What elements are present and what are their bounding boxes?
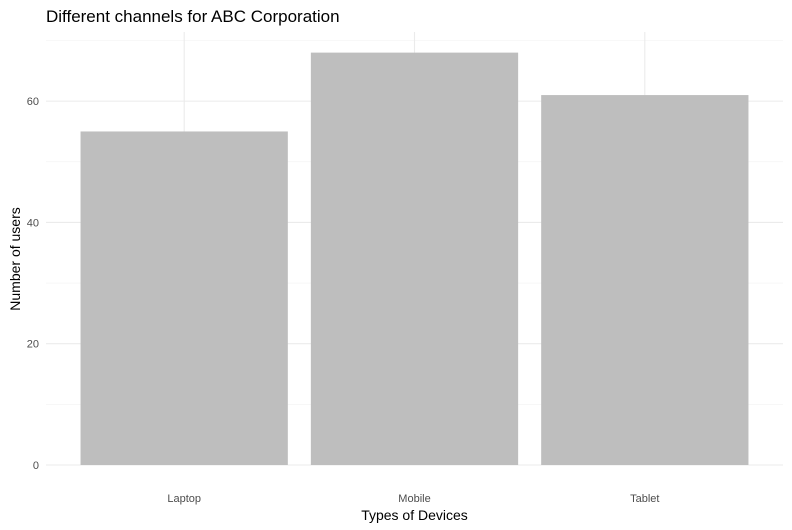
y-tick-label: 40 [27,217,39,229]
bars [80,52,749,465]
y-axis-title: Number of users [7,207,23,310]
x-tick-label: Laptop [167,493,201,505]
y-axis-tick-labels: 0 20 40 60 [27,96,39,472]
chart-title: Different channels for ABC Corporation [46,7,340,26]
x-axis-title: Types of Devices [361,507,468,523]
x-axis-tick-labels: Laptop Mobile Tablet [167,493,659,505]
x-tick-label: Mobile [398,493,430,505]
x-tick-label: Tablet [630,493,659,505]
y-tick-label: 60 [27,96,39,108]
y-tick-label: 0 [33,460,39,472]
bar-tablet [541,95,749,465]
bar-laptop [80,131,288,465]
y-tick-label: 20 [27,339,39,351]
bar-mobile [310,52,519,465]
